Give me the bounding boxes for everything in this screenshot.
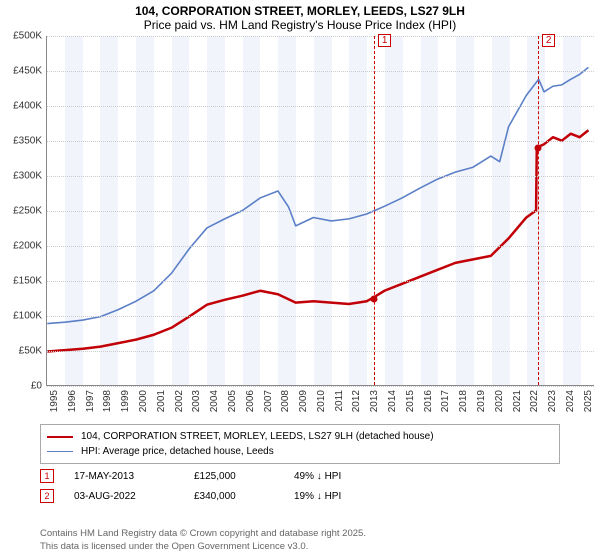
sale-vline-label: 2 xyxy=(542,34,556,47)
sale-date: 03-AUG-2022 xyxy=(74,491,174,502)
x-tick-label: 2009 xyxy=(298,390,309,412)
footnote-line2: This data is licensed under the Open Gov… xyxy=(40,541,366,554)
x-tick-label: 2017 xyxy=(440,390,451,412)
sale-marker-2: 2 xyxy=(40,489,54,503)
sale-row: 2 03-AUG-2022 £340,000 19% ↓ HPI xyxy=(40,486,560,506)
sale-delta: 49% ↓ HPI xyxy=(294,471,384,482)
legend-swatch-price xyxy=(47,436,73,438)
legend-label-price: 104, CORPORATION STREET, MORLEY, LEEDS, … xyxy=(81,429,434,444)
sale-row: 1 17-MAY-2013 £125,000 49% ↓ HPI xyxy=(40,466,560,486)
x-tick-label: 2020 xyxy=(494,390,505,412)
x-tick-label: 2024 xyxy=(565,390,576,412)
y-tick-label: £450K xyxy=(2,66,42,77)
gridline xyxy=(47,36,594,37)
x-tick-label: 2003 xyxy=(191,390,202,412)
x-tick-label: 2002 xyxy=(174,390,185,412)
legend-row: 104, CORPORATION STREET, MORLEY, LEEDS, … xyxy=(47,429,553,444)
gridline xyxy=(47,176,594,177)
x-tick-label: 2025 xyxy=(583,390,594,412)
x-tick-label: 2000 xyxy=(138,390,149,412)
y-tick-label: £400K xyxy=(2,101,42,112)
sale-vline xyxy=(538,36,539,385)
y-tick-label: £500K xyxy=(2,31,42,42)
x-tick-label: 2016 xyxy=(423,390,434,412)
plot-region: 12 xyxy=(46,36,594,386)
y-tick-label: £250K xyxy=(2,206,42,217)
sale-price: £340,000 xyxy=(194,491,274,502)
footnote: Contains HM Land Registry data © Crown c… xyxy=(40,528,366,554)
sale-dot xyxy=(370,295,377,302)
y-tick-label: £200K xyxy=(2,241,42,252)
x-tick-label: 2021 xyxy=(512,390,523,412)
legend-box: 104, CORPORATION STREET, MORLEY, LEEDS, … xyxy=(40,424,560,464)
x-tick-label: 2014 xyxy=(387,390,398,412)
x-tick-label: 2008 xyxy=(280,390,291,412)
gridline xyxy=(47,316,594,317)
chart-area: 12 £0£50K£100K£150K£200K£250K£300K£350K£… xyxy=(0,36,600,416)
title-address: 104, CORPORATION STREET, MORLEY, LEEDS, … xyxy=(0,4,600,18)
footnote-line1: Contains HM Land Registry data © Crown c… xyxy=(40,528,366,541)
x-tick-label: 1996 xyxy=(67,390,78,412)
chart-container: 104, CORPORATION STREET, MORLEY, LEEDS, … xyxy=(0,0,600,560)
x-tick-label: 2005 xyxy=(227,390,238,412)
legend-row: HPI: Average price, detached house, Leed… xyxy=(47,444,553,459)
y-tick-label: £100K xyxy=(2,311,42,322)
x-tick-label: 2018 xyxy=(458,390,469,412)
sale-date: 17-MAY-2013 xyxy=(74,471,174,482)
x-tick-label: 2023 xyxy=(547,390,558,412)
gridline xyxy=(47,246,594,247)
x-tick-label: 2011 xyxy=(334,390,345,412)
x-tick-label: 2012 xyxy=(351,390,362,412)
y-tick-label: £300K xyxy=(2,171,42,182)
x-tick-label: 1997 xyxy=(85,390,96,412)
y-tick-label: £0 xyxy=(2,381,42,392)
x-tick-label: 1999 xyxy=(120,390,131,412)
x-tick-label: 2013 xyxy=(369,390,380,412)
sale-vline-label: 1 xyxy=(378,34,392,47)
gridline xyxy=(47,351,594,352)
gridline xyxy=(47,141,594,142)
x-tick-label: 2004 xyxy=(209,390,220,412)
legend-swatch-hpi xyxy=(47,451,73,452)
x-tick-label: 1995 xyxy=(49,390,60,412)
sale-vline xyxy=(374,36,375,385)
x-tick-label: 2010 xyxy=(316,390,327,412)
y-tick-label: £350K xyxy=(2,136,42,147)
x-tick-label: 2015 xyxy=(405,390,416,412)
x-tick-label: 2007 xyxy=(263,390,274,412)
series-line-price_paid xyxy=(47,130,588,351)
gridline xyxy=(47,386,594,387)
y-tick-label: £50K xyxy=(2,346,42,357)
y-tick-label: £150K xyxy=(2,276,42,287)
title-subtitle: Price paid vs. HM Land Registry's House … xyxy=(0,18,600,32)
gridline xyxy=(47,281,594,282)
title-block: 104, CORPORATION STREET, MORLEY, LEEDS, … xyxy=(0,0,600,34)
sale-marker-1: 1 xyxy=(40,469,54,483)
legend-label-hpi: HPI: Average price, detached house, Leed… xyxy=(81,444,274,459)
x-tick-label: 1998 xyxy=(102,390,113,412)
sale-price: £125,000 xyxy=(194,471,274,482)
x-tick-label: 2022 xyxy=(529,390,540,412)
x-tick-label: 2001 xyxy=(156,390,167,412)
sales-table: 1 17-MAY-2013 £125,000 49% ↓ HPI 2 03-AU… xyxy=(40,466,560,506)
sale-dot xyxy=(534,145,541,152)
gridline xyxy=(47,106,594,107)
sale-delta: 19% ↓ HPI xyxy=(294,491,384,502)
x-tick-label: 2019 xyxy=(476,390,487,412)
gridline xyxy=(47,211,594,212)
gridline xyxy=(47,71,594,72)
x-tick-label: 2006 xyxy=(245,390,256,412)
